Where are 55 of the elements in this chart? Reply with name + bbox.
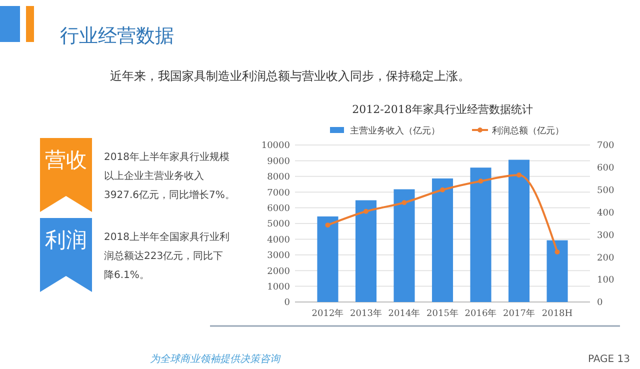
y-tick-label: 6000 (267, 204, 290, 214)
bar (470, 168, 492, 302)
text: 为全球商业领袖提供决策咨询 (150, 353, 281, 365)
point (440, 187, 445, 192)
y-tick-label: 9000 (267, 156, 290, 167)
text: 以上企业主营业务收入 (104, 170, 204, 182)
text: PAGE 13 (588, 354, 630, 365)
x-tick-label: 2013年 (350, 308, 382, 319)
y-tick-label: 5000 (267, 220, 290, 230)
text: 行业经营数据 (60, 25, 174, 47)
text: 润总额达223亿元，同比下 (104, 250, 224, 262)
chart-title: 2012-2018年家具行业经营数据统计 (352, 103, 533, 116)
text: 营收 (45, 148, 87, 172)
y2-tick-label: 500 (597, 186, 614, 196)
text: 利润 (45, 228, 87, 252)
x-tick-label: 2016年 (464, 308, 497, 319)
x-tick-label: 2014年 (388, 308, 420, 319)
text: 2018年上半年家具行业规模 (104, 151, 230, 163)
y-tick-label: 0 (284, 298, 290, 308)
y2-tick-label: 600 (597, 164, 614, 174)
bar (546, 240, 568, 302)
point (554, 249, 560, 254)
y2-tick-label: 400 (597, 208, 614, 218)
x-tick-label: 2018H (542, 309, 573, 319)
y2-tick-label: 700 (597, 141, 614, 152)
legend-label: 利润总额（亿元） (492, 126, 564, 137)
bar (355, 200, 377, 302)
y-tick-label: 8000 (267, 172, 290, 183)
y2-tick-label: 300 (597, 230, 614, 241)
point (516, 172, 522, 178)
x-tick-label: 2012年 (312, 308, 344, 319)
legend-label: 主营业务收入（亿元） (350, 126, 440, 137)
point (363, 208, 368, 214)
bar (432, 178, 454, 302)
y-tick-label: 1000 (267, 282, 290, 292)
bar (394, 189, 415, 302)
y2-tick-label: 200 (597, 253, 614, 264)
point (478, 178, 484, 184)
bar (317, 216, 338, 302)
x-tick-label: 2017年 (503, 308, 535, 319)
y-tick-label: 2000 (267, 266, 290, 277)
y-tick-label: 3000 (267, 251, 290, 262)
y2-tick-label: 100 (597, 276, 614, 286)
point (402, 200, 407, 206)
point (325, 222, 330, 228)
y2-tick-label: 0 (597, 298, 603, 308)
y-tick-label: 7000 (267, 188, 290, 198)
bar (508, 160, 530, 302)
text: 2018上半年全国家具行业利 (104, 231, 230, 243)
text: 3927.6亿元，同比增长7%。 (104, 189, 235, 201)
y-tick-label: 4000 (267, 235, 290, 246)
x-tick-label: 2015年 (426, 308, 458, 319)
y-tick-label: 10000 (261, 141, 290, 152)
text: 降6.1%。 (104, 269, 150, 281)
text: 近年来，我国家具制造业利润总额与营业收入同步，保持稳定上涨。 (110, 69, 470, 83)
